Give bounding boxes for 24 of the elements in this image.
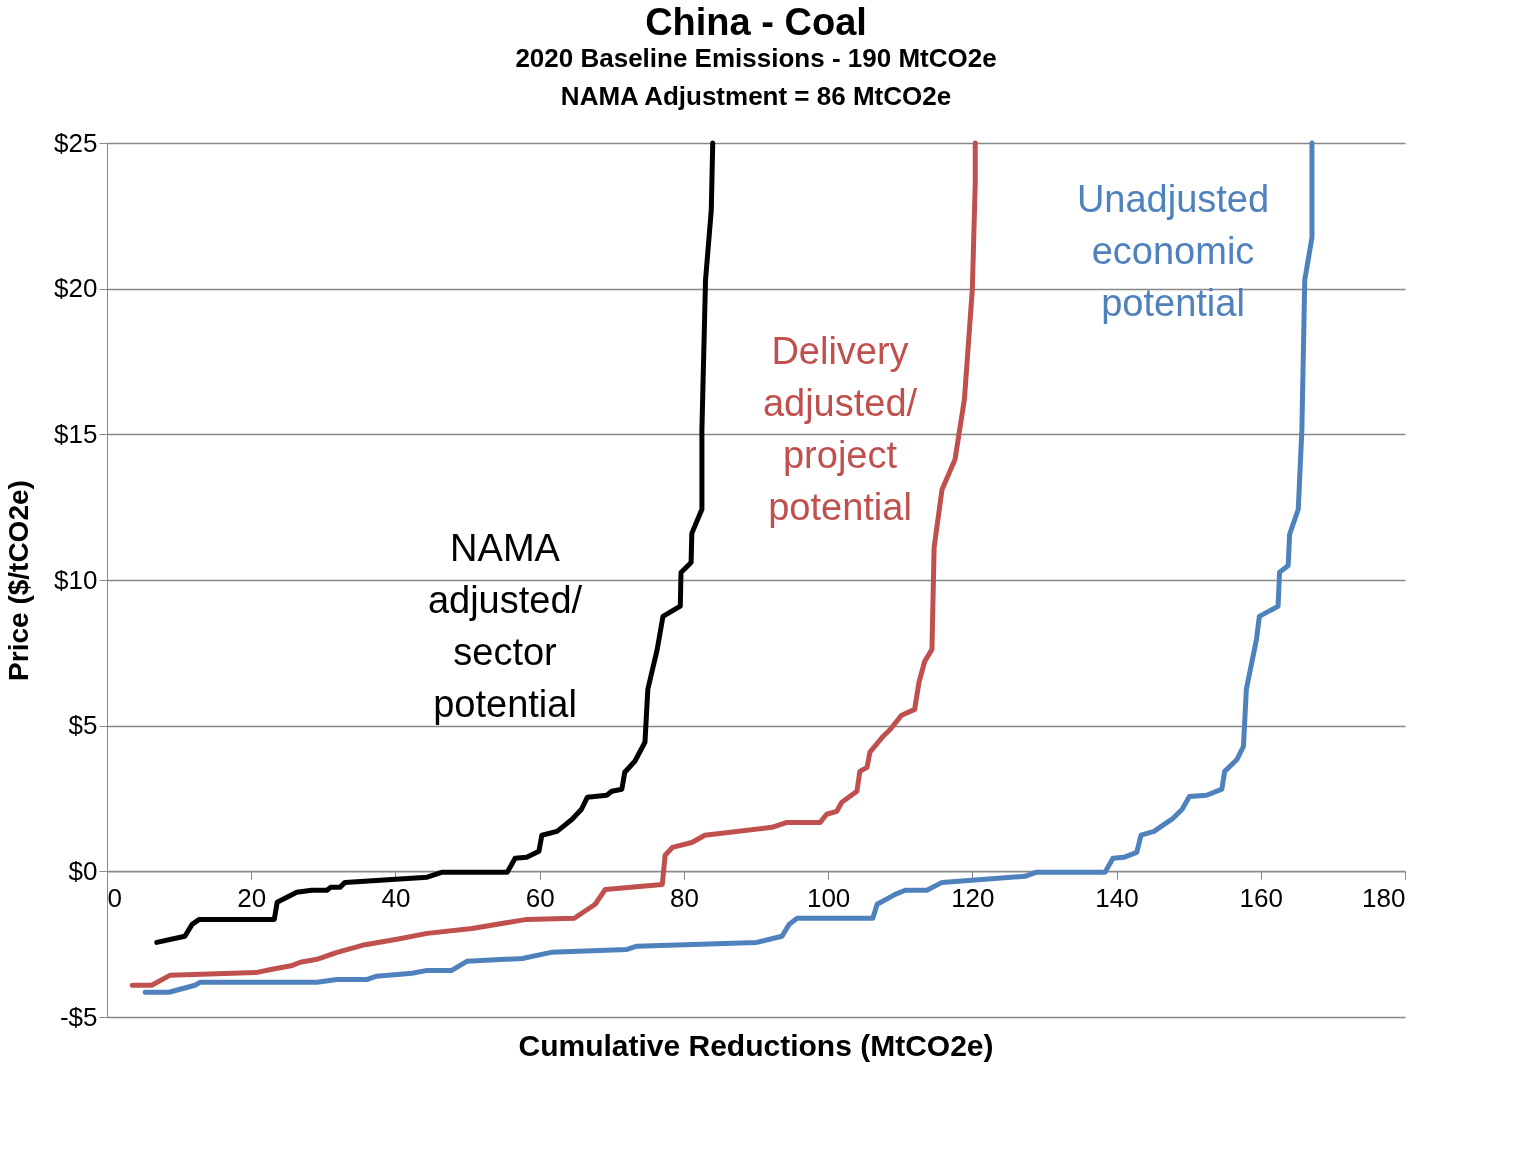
y-axis-title: Price ($/tCO2e) [3, 480, 35, 681]
chart-subtitle: 2020 Baseline Emissions - 190 MtCO2e NAMA Adjustment = 86 MtCO2e [515, 43, 997, 111]
y-tick-label: $10 [54, 564, 98, 595]
x-tick-label: 80 [669, 882, 699, 913]
y-tick-label: $0 [68, 855, 98, 886]
x-tick-label: 20 [237, 882, 267, 913]
x-tick-label: 160 [1239, 882, 1283, 913]
x-tick-label: 120 [951, 882, 995, 913]
y-tick-label: $5 [68, 710, 98, 741]
y-tick-label: -$5 [59, 1001, 98, 1032]
x-tick-label: 100 [806, 882, 851, 913]
series-label: Delivery adjusted/ project potential [762, 330, 918, 528]
series-label: NAMA adjusted/ sector potential [427, 527, 583, 725]
x-tick-label: 180 [1362, 882, 1406, 913]
x-tick-label: 140 [1095, 882, 1139, 913]
x-tick-label: 40 [381, 882, 411, 913]
chart-title: China - Coal [645, 1, 867, 43]
x-tick-label: 60 [525, 882, 555, 913]
y-tick-label: $25 [54, 127, 98, 158]
series-label: Unadjusted economic potential [1076, 178, 1270, 324]
y-tick-label: $20 [54, 273, 98, 304]
x-tick-label: 0 [107, 882, 122, 913]
y-tick-label: $15 [54, 418, 98, 449]
x-axis-title: Cumulative Reductions (MtCO2e) [518, 1029, 994, 1062]
